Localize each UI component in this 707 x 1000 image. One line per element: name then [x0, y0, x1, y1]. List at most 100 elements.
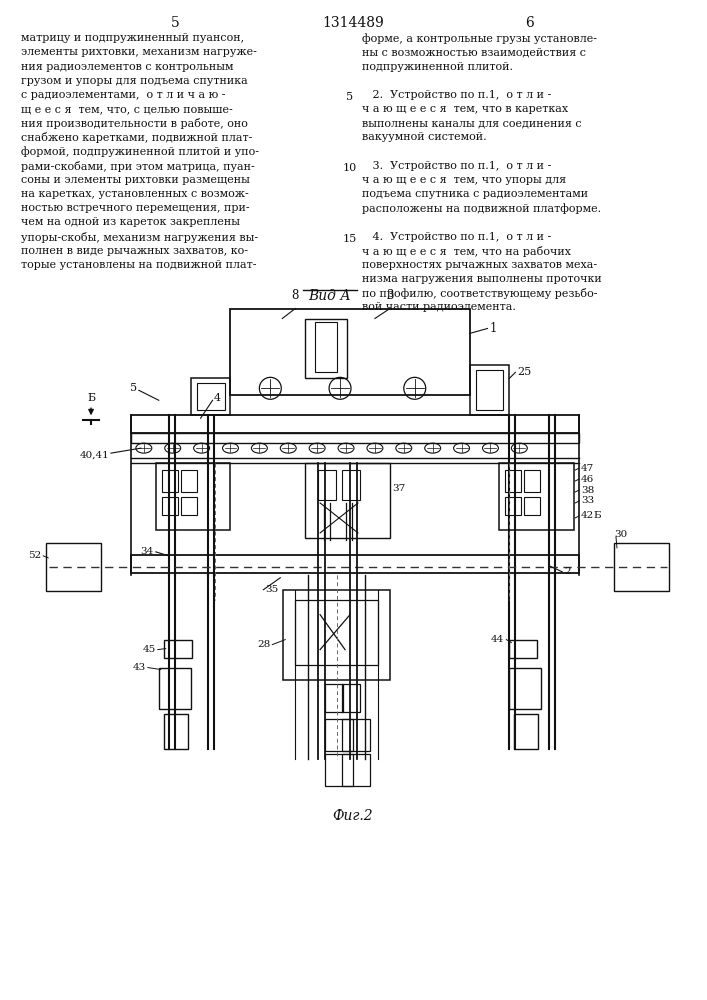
Text: ностью встречного перемещения, при-: ностью встречного перемещения, при- — [21, 203, 250, 213]
Text: 5: 5 — [130, 383, 137, 393]
Bar — [476, 370, 503, 410]
Bar — [325, 684, 343, 712]
Text: выполнены каналы для соединения с: выполнены каналы для соединения с — [362, 118, 582, 128]
Bar — [515, 714, 538, 749]
Bar — [181, 470, 197, 492]
Text: 3: 3 — [386, 289, 394, 302]
Text: Б: Б — [87, 393, 95, 403]
Text: 33: 33 — [581, 496, 595, 505]
Text: поверхностях рычажных захватов меха-: поверхностях рычажных захватов меха- — [362, 260, 597, 270]
Bar — [284, 590, 390, 680]
Text: полнен в виде рычажных захватов, ко-: полнен в виде рычажных захватов, ко- — [21, 246, 248, 256]
Text: 37: 37 — [392, 484, 405, 493]
Bar — [305, 463, 390, 538]
Text: ч а ю щ е е с я  тем, что упоры для: ч а ю щ е е с я тем, что упоры для — [362, 175, 566, 185]
Bar — [525, 497, 540, 515]
Text: 28: 28 — [257, 640, 270, 649]
Text: торые установлены на подвижной плат-: торые установлены на подвижной плат- — [21, 260, 257, 270]
Text: 45: 45 — [143, 645, 156, 654]
Text: на каретках, установленных с возмож-: на каретках, установленных с возмож- — [21, 189, 249, 199]
Text: 40,41: 40,41 — [79, 451, 109, 460]
Text: подпружиненной плитой.: подпружиненной плитой. — [362, 62, 513, 72]
Text: 5: 5 — [171, 16, 180, 30]
Text: ния радиоэлементов с контрольным: ния радиоэлементов с контрольным — [21, 62, 234, 72]
Bar — [509, 640, 537, 658]
Bar — [342, 684, 360, 712]
Text: ч а ю щ е е с я  тем, что на рабочих: ч а ю щ е е с я тем, что на рабочих — [362, 246, 571, 257]
Text: подъема спутника с радиоэлементами: подъема спутника с радиоэлементами — [362, 189, 588, 199]
Text: снабжено каретками, подвижной плат-: снабжено каретками, подвижной плат- — [21, 132, 252, 143]
Text: 52: 52 — [28, 551, 41, 560]
Bar — [315, 322, 337, 372]
Text: ны с возможностью взаимодействия с: ны с возможностью взаимодействия с — [362, 47, 586, 57]
Text: 34: 34 — [141, 547, 154, 556]
Bar — [305, 319, 347, 378]
Bar — [499, 463, 574, 530]
Text: формой, подпружиненной плитой и упо-: формой, подпружиненной плитой и упо- — [21, 147, 259, 157]
Text: матрицу и подпружиненный пуансон,: матрицу и подпружиненный пуансон, — [21, 33, 245, 43]
Text: 2: 2 — [564, 567, 571, 576]
Text: 1314489: 1314489 — [322, 16, 384, 30]
Text: 44: 44 — [491, 635, 504, 644]
Bar — [156, 463, 230, 530]
Text: 4.  Устройство по п.1,  о т л и -: 4. Устройство по п.1, о т л и - — [362, 232, 551, 242]
Bar — [296, 600, 378, 665]
Text: 43: 43 — [133, 663, 146, 672]
Text: 2.  Устройство по п.1,  о т л и -: 2. Устройство по п.1, о т л и - — [362, 90, 551, 100]
Bar — [191, 378, 230, 415]
Text: с радиоэлементами,  о т л и ч а ю -: с радиоэлементами, о т л и ч а ю - — [21, 90, 226, 100]
Bar — [131, 415, 579, 433]
Bar — [318, 470, 336, 500]
Bar — [506, 470, 521, 492]
Bar — [197, 383, 225, 410]
Text: 10: 10 — [343, 163, 357, 173]
Text: 42: 42 — [581, 511, 595, 520]
Text: вой части радиоэлемента.: вой части радиоэлемента. — [362, 302, 516, 312]
Bar — [164, 640, 192, 658]
Bar — [325, 719, 353, 751]
Text: Б: Б — [593, 511, 601, 520]
Text: низма нагружения выполнены проточки: низма нагружения выполнены проточки — [362, 274, 602, 284]
Text: рами-скобами, при этом матрица, пуан-: рами-скобами, при этом матрица, пуан- — [21, 161, 255, 172]
Bar — [162, 470, 177, 492]
Text: вакуумной системой.: вакуумной системой. — [362, 132, 486, 142]
Text: 38: 38 — [581, 486, 595, 495]
Text: расположены на подвижной платформе.: расположены на подвижной платформе. — [362, 203, 601, 214]
Text: 47: 47 — [581, 464, 595, 473]
Text: форме, а контрольные грузы установле-: форме, а контрольные грузы установле- — [362, 33, 597, 44]
Text: 8: 8 — [291, 289, 299, 302]
Bar — [506, 497, 521, 515]
Bar — [614, 543, 669, 591]
Bar — [159, 668, 191, 709]
Bar — [46, 543, 101, 591]
Bar — [181, 497, 197, 515]
Bar — [469, 365, 509, 415]
Text: Вид А: Вид А — [309, 289, 351, 303]
Bar — [509, 668, 542, 709]
Text: ния производительности в работе, оно: ния производительности в работе, оно — [21, 118, 248, 129]
Bar — [164, 714, 187, 749]
Text: грузом и упоры для подъема спутника: грузом и упоры для подъема спутника — [21, 76, 248, 86]
Text: чем на одной из кареток закреплены: чем на одной из кареток закреплены — [21, 217, 240, 227]
Bar — [525, 470, 540, 492]
Text: 30: 30 — [614, 530, 627, 539]
Text: щ е е с я  тем, что, с целью повыше-: щ е е с я тем, что, с целью повыше- — [21, 104, 233, 114]
Text: 25: 25 — [518, 367, 532, 377]
Text: 5: 5 — [346, 92, 354, 102]
Text: элементы рихтовки, механизм нагруже-: элементы рихтовки, механизм нагруже- — [21, 47, 257, 57]
Text: 3.  Устройство по п.1,  о т л и -: 3. Устройство по п.1, о т л и - — [362, 161, 551, 171]
Bar — [342, 719, 370, 751]
Text: 15: 15 — [343, 234, 357, 244]
Text: 6: 6 — [525, 16, 534, 30]
Text: 35: 35 — [265, 585, 279, 594]
Text: 46: 46 — [581, 475, 595, 484]
Text: ч а ю щ е е с я  тем, что в каретках: ч а ю щ е е с я тем, что в каретках — [362, 104, 568, 114]
Bar — [342, 470, 360, 500]
Text: соны и элементы рихтовки размещены: соны и элементы рихтовки размещены — [21, 175, 250, 185]
Bar — [342, 754, 370, 786]
Text: по профилю, соответствующему резьбо-: по профилю, соответствующему резьбо- — [362, 288, 597, 299]
Text: 4: 4 — [214, 393, 221, 403]
Bar — [162, 497, 177, 515]
Bar — [131, 433, 579, 443]
Text: 1: 1 — [489, 322, 497, 335]
